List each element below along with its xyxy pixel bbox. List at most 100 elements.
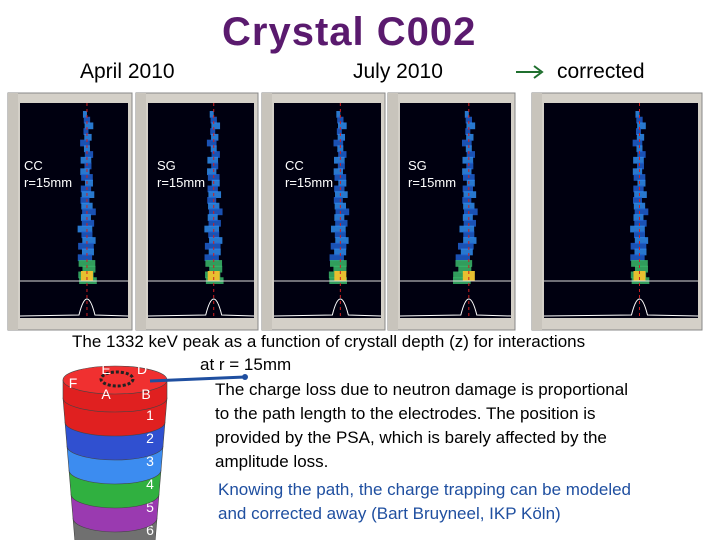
spectrum-blob [632, 168, 643, 176]
spectrum-blob [634, 237, 649, 244]
peak-spot [207, 271, 220, 281]
spectrum-blob [207, 214, 218, 221]
plot-area [400, 103, 511, 318]
heading: April 2010 [80, 60, 175, 83]
spectrum-blob [334, 156, 345, 164]
spectrum-blob [211, 122, 221, 130]
peak-spot [633, 271, 646, 281]
arrow-head [533, 65, 544, 79]
segment-label: E [101, 361, 110, 377]
spectrum-blob [84, 179, 93, 187]
spectrum-blob [636, 133, 645, 141]
segment-label: A [101, 386, 111, 402]
spectrum-blob [83, 128, 89, 135]
spectrum-blob [337, 162, 345, 170]
spectrum-blob [455, 254, 470, 262]
heading: July 2010 [353, 60, 443, 83]
spectrum-blob [333, 139, 344, 147]
spectrum-blob [82, 111, 87, 118]
peak-spot [80, 271, 93, 281]
spectrum-blob [204, 242, 221, 250]
crystal-layer-label: 3 [146, 453, 154, 469]
spectrum-blob [207, 197, 217, 204]
spectrum-blob [80, 168, 90, 176]
spectrum-blob [81, 231, 93, 239]
spectrum-blob [463, 231, 475, 239]
plot-area [274, 103, 381, 318]
spectrum-blob [77, 254, 93, 262]
toolbar [388, 93, 398, 330]
spectrum-blob [335, 237, 349, 244]
spectrum-blob [210, 145, 217, 153]
spectrum-blob [209, 111, 214, 118]
panel-label: SG [157, 158, 176, 173]
spectrum-blob [458, 265, 472, 273]
panel-label: r=15mm [408, 175, 457, 190]
spectrum-blob [208, 219, 221, 227]
spectrum-blob [338, 122, 347, 130]
panel-label: r=15mm [24, 175, 73, 190]
segment-label: C [171, 375, 181, 391]
spectrum-blob [333, 197, 343, 204]
spectrum-blob [207, 156, 219, 164]
spectrum-blob [84, 133, 92, 141]
pointer [149, 375, 246, 383]
spectrum-blob [208, 231, 220, 239]
spectrum-blob [80, 185, 92, 193]
panel-label: CC [24, 158, 43, 173]
spectrum-blob [633, 231, 645, 239]
spectrum-blob [208, 191, 222, 198]
spectrum-blob [80, 197, 90, 204]
spectrum-blob [331, 225, 346, 233]
caption: The 1332 keV peak as a function of cryst… [72, 332, 586, 351]
peak-spot [334, 271, 347, 281]
spectrum-blob [466, 179, 475, 187]
spectrum-blob [334, 231, 346, 239]
peak-curve [147, 298, 255, 317]
spectrum-blob [82, 265, 96, 273]
spectrum-blob [630, 225, 645, 233]
spectrum-blob [337, 133, 346, 141]
spectrum-blob [208, 208, 223, 216]
spectrum-blob [463, 191, 477, 198]
spectrum-blob [633, 156, 644, 164]
spectrum-blob [336, 128, 342, 135]
spectrum-blob [465, 145, 472, 153]
heading: corrected [557, 60, 645, 83]
spectrum-blob [335, 191, 348, 198]
spectrum-blob [211, 162, 219, 170]
spectrum-blob [330, 260, 347, 267]
panel-label: CC [285, 158, 304, 173]
core-circle [99, 370, 135, 388]
spectrum-blob [634, 248, 647, 256]
spectrum-blob [462, 168, 472, 176]
spectrum-blob [207, 185, 218, 193]
panel-label: r=15mm [157, 175, 206, 190]
paragraph: and corrected away (Bart Bruyneel, IKP K… [218, 504, 561, 523]
spectrum-blob [84, 122, 94, 130]
spectrum-blob [337, 145, 344, 153]
spectrum-blob [633, 185, 644, 193]
spectrum-blob [636, 116, 643, 124]
pointer-end [242, 374, 248, 380]
spectrum-blob [334, 214, 345, 221]
spectrum-blob [463, 208, 478, 216]
spectrum-blob [206, 139, 217, 147]
crystal-layer-label: 1 [146, 407, 154, 423]
spectrum-blob [210, 116, 217, 124]
spectrum-blob [77, 225, 93, 233]
spectrum-blob [338, 151, 347, 158]
spectrum-blob [83, 116, 91, 124]
spectrum-blob [634, 265, 648, 273]
crystal-layer-label: 2 [146, 430, 154, 446]
spectrum-blob [208, 248, 221, 256]
spectrum-blob [463, 237, 477, 244]
spectrum-blob [464, 111, 469, 118]
spectrum-blob [211, 179, 220, 187]
spectrum-blob [461, 139, 472, 147]
spectrum-blob [632, 197, 642, 204]
spectrum-blob [78, 260, 96, 267]
spectrum-blob [466, 151, 475, 158]
spectrum-blob [637, 122, 646, 130]
spectrum-blob [459, 225, 475, 233]
